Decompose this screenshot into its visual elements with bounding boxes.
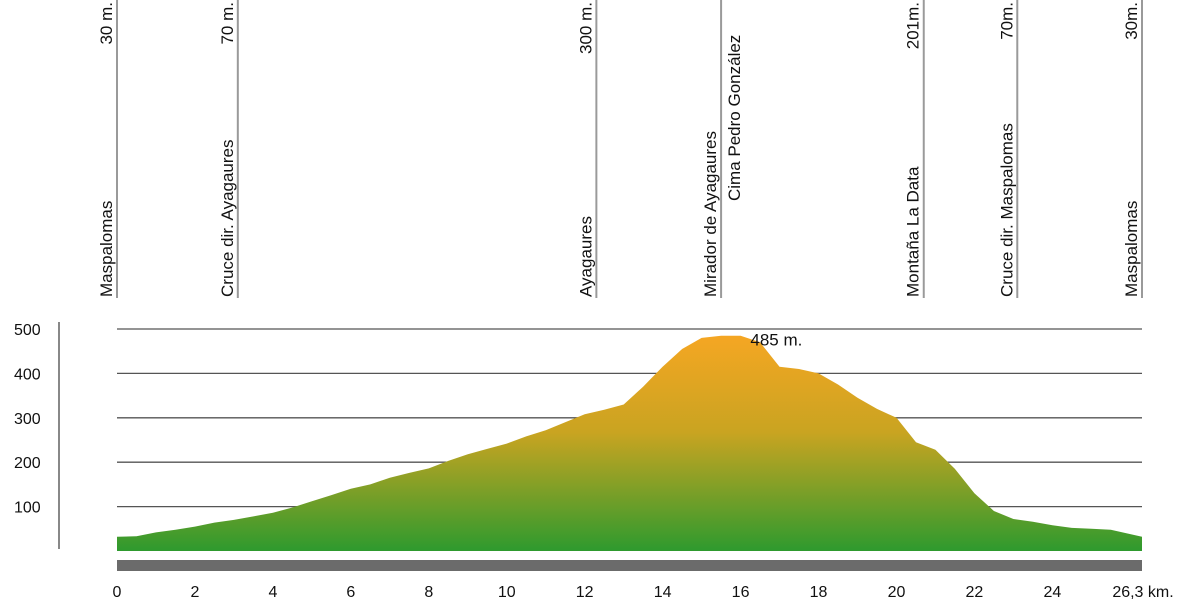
waypoint-6: Maspalomas 30m. [1122, 0, 1143, 298]
waypoint-elevation: 70m. [997, 2, 1016, 40]
x-tick-14: 14 [654, 584, 672, 600]
x-tick-18: 18 [810, 584, 828, 600]
waypoint-4: Montaña La Data 201m. [904, 0, 925, 298]
x-tick-12: 12 [576, 584, 594, 600]
x-tick-22: 22 [966, 584, 984, 600]
distance-bar [117, 560, 1142, 571]
x-axis-end-label: 26,3 km. [1112, 584, 1173, 600]
waypoint-elevation: 300 m. [576, 2, 595, 54]
x-tick-6: 6 [346, 584, 355, 600]
waypoint-elevation: 30 m. [97, 2, 116, 45]
x-tick-0: 0 [113, 584, 122, 600]
waypoint-5: Cruce dir. Maspalomas 70m. [997, 0, 1019, 298]
waypoint-name: Cruce dir. Ayagaures [218, 140, 237, 298]
waypoint-elevation: 70 m. [218, 2, 237, 45]
x-axis-ticks: 0 2 4 6 8 10 12 14 16 18 20 22 24 26,3 km. [113, 584, 1174, 600]
waypoint-name: Ayagaures [576, 216, 595, 297]
x-tick-20: 20 [888, 584, 906, 600]
waypoint-2: Ayagaures 300 m. [576, 0, 598, 298]
waypoint-name: Mirador de Ayagaures [701, 131, 720, 297]
waypoint-0: Maspalomas 30 m. [97, 0, 118, 298]
waypoint-3: Mirador de Ayagaures Cima Pedro González [701, 0, 744, 298]
profile-area-group: 485 m. [117, 331, 1142, 571]
waypoint-name: Maspalomas [1122, 201, 1141, 297]
x-tick-4: 4 [268, 584, 277, 600]
waypoint-name: Montaña La Data [904, 166, 923, 297]
x-tick-2: 2 [190, 584, 199, 600]
waypoint-1: Cruce dir. Ayagaures 70 m. [218, 0, 239, 298]
waypoint-name: Maspalomas [97, 201, 116, 297]
waypoint-name-2: Cima Pedro González [725, 35, 744, 201]
x-tick-8: 8 [424, 584, 433, 600]
peak-annotation: 485 m. [750, 331, 802, 350]
x-tick-16: 16 [732, 584, 750, 600]
y-tick-500: 500 [14, 322, 41, 339]
waypoint-markers: Maspalomas 30 m. Cruce dir. Ayagaures 70 m.… [97, 0, 1143, 298]
x-tick-24: 24 [1043, 584, 1061, 600]
x-tick-10: 10 [498, 584, 516, 600]
waypoint-name: Cruce dir. Maspalomas [997, 123, 1016, 297]
waypoint-elevation: 201m. [904, 2, 923, 49]
y-axis-ticks: 100 200 300 400 500 [14, 322, 41, 517]
elevation-area [117, 335, 1142, 551]
y-tick-100: 100 [14, 500, 41, 517]
y-tick-400: 400 [14, 366, 41, 383]
waypoint-elevation: 30m. [1122, 2, 1141, 40]
y-tick-300: 300 [14, 411, 41, 428]
y-tick-200: 200 [14, 455, 41, 472]
